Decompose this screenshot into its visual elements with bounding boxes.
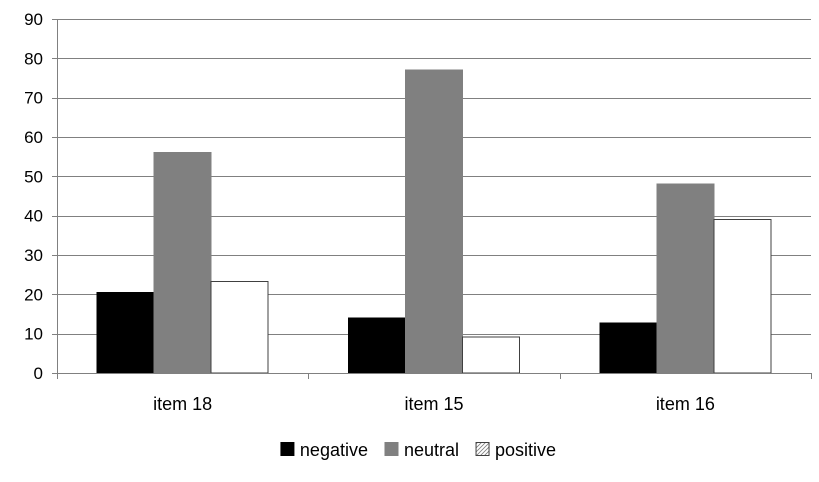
- bar-positive-item-15: [462, 336, 520, 374]
- legend-swatch-positive: [475, 442, 490, 456]
- x-tick-label: item 18: [153, 394, 212, 414]
- y-tick-label: 30: [24, 246, 43, 265]
- x-tick-label: item 16: [656, 394, 715, 414]
- legend-label-negative: negative: [300, 440, 368, 460]
- y-tick-label: 10: [24, 325, 43, 344]
- bar-negative-item-18: [96, 291, 155, 374]
- y-tick-label: 50: [24, 167, 43, 186]
- axes: [52, 19, 812, 379]
- legend-label-neutral: neutral: [404, 440, 459, 460]
- x-tick-label: item 15: [404, 394, 463, 414]
- y-tick-label: 70: [24, 89, 43, 108]
- y-tick-label: 60: [24, 128, 43, 147]
- y-tick-label: 0: [34, 364, 43, 383]
- legend-swatch-negative: [280, 442, 295, 456]
- legend: negative neutral positive: [280, 440, 556, 460]
- legend-label-positive: positive: [495, 440, 556, 460]
- bar-neutral-item-18: [153, 152, 212, 374]
- y-tick-label: 40: [24, 207, 43, 226]
- bar-neutral-item-15: [405, 69, 463, 374]
- legend-swatch-neutral: [384, 442, 399, 456]
- y-tick-label: 90: [24, 10, 43, 29]
- y-tick-label: 80: [24, 49, 43, 68]
- bar-positive-item-16: [713, 219, 772, 374]
- y-axis-tick-labels: 0 10 20 30 40 50 60 70 80 90: [24, 10, 43, 383]
- bars: [96, 69, 772, 374]
- bar-positive-item-18: [210, 280, 269, 374]
- bar-negative-item-16: [599, 322, 658, 374]
- y-tick-label: 20: [24, 285, 43, 304]
- x-axis-tick-labels: item 18 item 15 item 16: [153, 394, 715, 414]
- bar-neutral-item-16: [656, 183, 715, 374]
- bar-negative-item-15: [348, 317, 406, 374]
